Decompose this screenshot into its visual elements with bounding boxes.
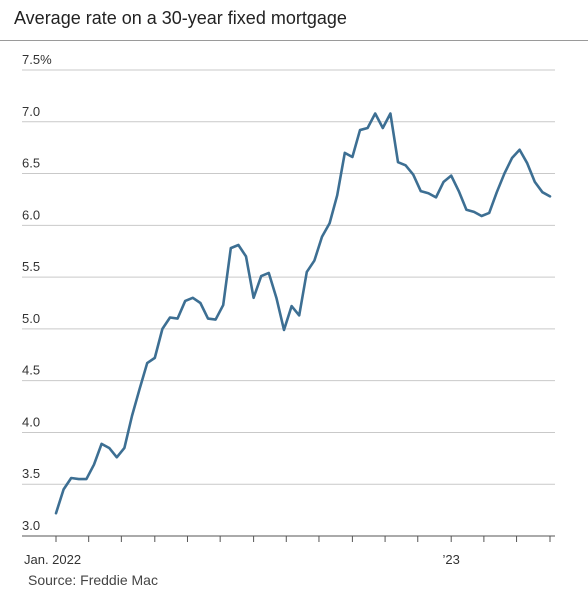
data-point	[283, 329, 285, 331]
data-point	[260, 275, 262, 277]
data-point	[192, 297, 194, 299]
data-point	[321, 236, 323, 238]
data-point	[511, 157, 513, 159]
y-tick-label-2: 4.0	[22, 414, 40, 429]
data-point	[389, 112, 391, 114]
data-point	[473, 211, 475, 213]
data-point	[138, 388, 140, 390]
data-point	[480, 215, 482, 217]
data-point	[450, 174, 452, 176]
data-point	[237, 244, 239, 246]
data-point	[503, 172, 505, 174]
data-point	[116, 456, 118, 458]
data-point	[435, 196, 437, 198]
data-point	[78, 478, 80, 480]
data-point	[496, 191, 498, 193]
data-point	[70, 477, 72, 479]
data-point	[442, 181, 444, 183]
data-point	[146, 362, 148, 364]
data-point	[526, 162, 528, 164]
series-group	[54, 112, 552, 515]
data-point	[252, 297, 254, 299]
y-tick-label-0: 3.0	[22, 518, 40, 533]
x-tick-label-1: ’23	[443, 552, 460, 567]
data-point	[268, 272, 270, 274]
data-point	[427, 192, 429, 194]
data-point	[541, 191, 543, 193]
x-axis	[22, 535, 555, 542]
gridlines	[22, 69, 555, 485]
y-tick-label-5: 5.5	[22, 259, 40, 274]
data-point	[207, 317, 209, 319]
data-point	[298, 314, 300, 316]
data-point	[184, 300, 186, 302]
source-note: Source: Freddie Mac	[28, 572, 158, 588]
y-tick-label-8: 7.0	[22, 104, 40, 119]
data-point	[108, 447, 110, 449]
data-point	[313, 259, 315, 261]
data-point	[245, 255, 247, 257]
data-point	[397, 161, 399, 163]
data-point	[169, 316, 171, 318]
data-point	[214, 318, 216, 320]
data-point	[55, 512, 57, 514]
data-point	[328, 222, 330, 224]
data-point	[131, 415, 133, 417]
data-point	[100, 443, 102, 445]
y-axis-tick-labels: 3.0 3.5 4.0 4.5 5.0 5.5 6.0 6.5 7.0 7.5%	[22, 52, 52, 533]
y-tick-label-7: 6.5	[22, 156, 40, 171]
data-point	[458, 190, 460, 192]
y-tick-label-1: 3.5	[22, 466, 40, 481]
data-point	[549, 195, 551, 197]
series-line-0	[54, 112, 552, 515]
data-point	[404, 164, 406, 166]
data-point	[351, 156, 353, 158]
data-point	[412, 173, 414, 175]
data-point	[359, 129, 361, 131]
data-point	[382, 127, 384, 129]
data-point	[306, 271, 308, 273]
y-tick-label-4: 5.0	[22, 311, 40, 326]
data-point	[62, 488, 64, 490]
data-point	[93, 463, 95, 465]
data-point	[85, 478, 87, 480]
data-point	[199, 302, 201, 304]
x-axis-tick-labels: Jan. 2022 ’23	[24, 552, 460, 567]
y-tick-label-3: 4.5	[22, 363, 40, 378]
data-point	[534, 181, 536, 183]
data-point	[374, 112, 376, 114]
y-tick-label-9: 7.5%	[22, 52, 52, 67]
data-point	[222, 304, 224, 306]
data-point	[176, 317, 178, 319]
data-point	[420, 190, 422, 192]
x-tick-label-0: Jan. 2022	[24, 552, 81, 567]
data-point	[290, 305, 292, 307]
data-point	[488, 212, 490, 214]
data-point	[275, 297, 277, 299]
data-point	[123, 447, 125, 449]
data-point	[154, 357, 156, 359]
data-point	[230, 247, 232, 249]
data-point	[465, 209, 467, 211]
data-point	[336, 194, 338, 196]
data-point	[366, 127, 368, 129]
data-point	[518, 149, 520, 151]
title-divider	[0, 40, 588, 41]
data-point	[344, 152, 346, 154]
chart-title: Average rate on a 30-year fixed mortgage	[14, 8, 347, 28]
data-point	[161, 328, 163, 330]
y-tick-label-6: 6.0	[22, 207, 40, 222]
